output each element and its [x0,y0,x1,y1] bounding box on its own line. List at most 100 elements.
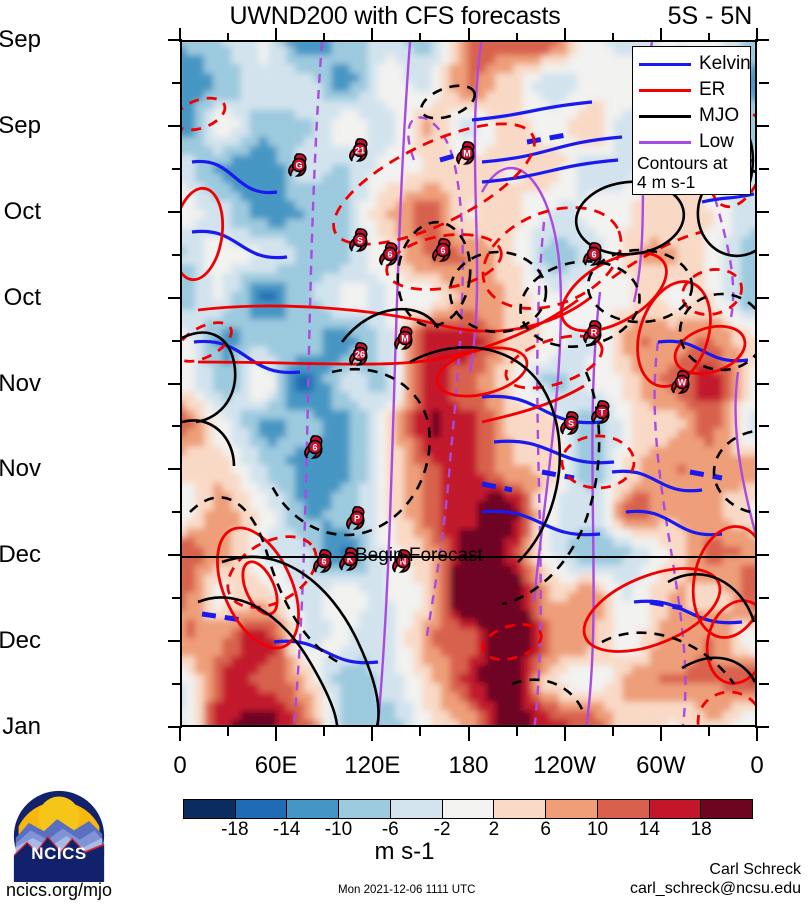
contour-line [182,96,227,132]
tropical-cyclone-marker[interactable]: W [671,370,690,394]
contour-line [696,690,755,725]
contour-line [681,656,755,683]
legend-swatch-er [639,89,691,92]
contour-line [691,525,755,639]
colorbar-segment-0 [184,800,235,818]
contour-line [574,180,686,256]
contour-line [340,307,440,343]
y-axis-tickmark [755,382,769,385]
contour-line [601,631,736,685]
tropical-cyclone-marker[interactable]: T [591,400,610,424]
y-axis-minor-tickmark [172,253,182,256]
contour-line [419,84,477,120]
colorbar-units-label: m s-1 [374,838,435,865]
tropical-cyclone-marker[interactable]: M [394,326,413,350]
contour-line [481,384,585,424]
legend-swatch-mjo [639,115,691,118]
y-axis-minor-tickmark [759,683,769,686]
y-axis-tickmark [168,296,182,299]
y-axis-tick-19-dec: 19 Dec [0,627,41,655]
x-axis-tickmark [371,28,374,42]
y-axis-minor-tickmark [759,511,769,514]
contour-line [221,555,380,725]
tc-marker-label: 26 [355,349,365,359]
colorbar [183,799,753,819]
x-axis-tickmark [275,727,278,741]
contour-line [701,192,755,204]
tropical-cyclone-marker[interactable]: 26 [349,342,368,366]
y-axis-minor-tickmark [172,511,182,514]
y-axis-minor-tickmark [172,339,182,342]
contour-line [586,248,694,324]
x-axis-minor-tickmark [419,727,422,736]
tropical-cyclone-marker[interactable]: 6 [304,435,323,459]
colorbar-segment-4 [389,800,442,818]
x-axis-minor-tickmark [707,33,710,42]
footer-timestamp: Mon 2021-12-06 1111 UTC [338,884,476,896]
contour-line [216,526,300,650]
contour-line [191,229,288,260]
contour-line [712,429,755,515]
y-axis-minor-tickmark [172,425,182,428]
tc-marker-label: W [678,377,687,387]
tc-marker-label: T [599,407,605,417]
x-axis-minor-tickmark [227,33,230,42]
y-axis-minor-tickmark [172,167,182,170]
y-axis-minor-tickmark [172,81,182,84]
tropical-cyclone-marker[interactable]: M [456,141,475,165]
y-axis-tick-2-jan: 2 Jan [0,713,41,740]
contour-line [582,567,722,653]
y-axis-minor-tickmark [759,253,769,256]
tropical-cyclone-marker[interactable]: 6 [379,242,398,266]
latitude-domain-label: 5S - 5N [667,2,753,30]
legend-label-kelvin: Kelvin [699,53,751,74]
tropical-cyclone-marker[interactable]: 6 [432,238,451,262]
contour-line [511,678,586,715]
x-axis-tick-60e: 60E [254,752,298,779]
y-axis-tick-5-dec: 5 Dec [0,541,41,569]
legend-swatch-low [639,141,691,144]
footer-email[interactable]: carl_schreck@ncsu.edu [630,880,801,897]
tropical-cyclone-marker[interactable]: 6 [583,242,602,266]
x-axis-tick-120w: 120W [533,752,597,779]
contour-line [653,341,687,725]
contour-line [560,251,668,333]
x-axis-tickmark [275,28,278,42]
contour-line [705,599,755,685]
footer-site-link[interactable]: ncics.org/mjo [6,880,113,900]
colorbar-tick-10: 10 [586,819,609,840]
legend-label-mjo: MJO [699,105,740,126]
colorbar-tick-14: 14 [638,819,660,840]
legend-label-low: Low [699,131,734,152]
contour-line [519,260,641,348]
y-axis-minor-tickmark [172,597,182,600]
colorbar-segment-5 [441,800,494,818]
y-axis-tickmark [755,554,769,557]
tc-marker-label: 21 [355,145,365,155]
colorbar-tick--14: -14 [272,819,301,840]
tropical-cyclone-marker[interactable]: S [560,411,579,435]
contour-line [480,167,563,603]
colorbar-segment-6 [493,800,546,818]
x-axis-minor-tickmark [611,727,614,736]
tropical-cyclone-marker[interactable]: S [349,228,368,252]
tropical-cyclone-marker[interactable]: G [288,153,307,177]
contour-line [481,206,623,310]
x-axis-minor-tickmark [323,727,326,736]
tropical-cyclone-marker[interactable]: R [583,320,602,344]
contour-line [493,439,615,465]
contour-line [611,469,703,493]
tropical-cyclone-marker[interactable]: 21 [349,138,368,162]
tropical-cyclone-marker[interactable]: P [346,506,365,530]
x-axis-tickmark [179,28,181,42]
colorbar-tick-2: 2 [488,819,500,840]
y-axis-tick-24-oct: 24 Oct [0,283,41,311]
colorbar-segment-1 [234,800,287,818]
title-bar: UWND200 with CFS forecasts 5S - 5N [0,2,809,34]
y-axis-tickmark [168,124,182,127]
colorbar-segment-2 [286,800,339,818]
legend-label-er: ER [699,79,726,100]
x-axis-tick-180: 180 [448,752,489,779]
y-axis-tickmark [168,554,182,557]
x-axis-tickmark [756,727,758,741]
